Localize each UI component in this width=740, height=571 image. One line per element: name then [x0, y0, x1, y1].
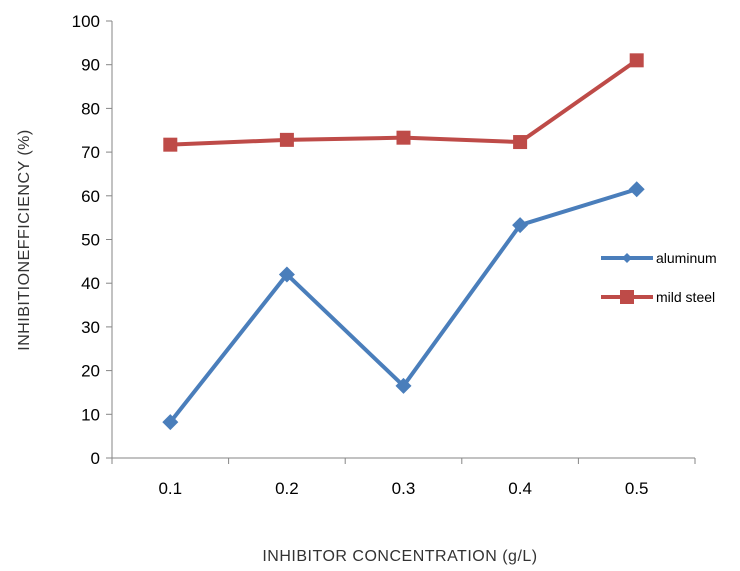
data-point-marker	[513, 135, 528, 150]
x-tick-label: 0.5	[625, 479, 649, 498]
y-tick-label: 0	[91, 449, 100, 468]
legend-label: mild steel	[656, 289, 715, 305]
y-axis-title: INHIBITIONEFFICIENCY (%)	[16, 129, 33, 351]
y-tick-label: 100	[72, 12, 100, 31]
data-point-marker	[628, 181, 645, 198]
plot-series	[162, 53, 645, 431]
data-point-marker	[279, 132, 294, 147]
legend-label: aluminum	[656, 250, 717, 266]
y-tick-label: 30	[81, 318, 100, 337]
y-tick-label: 40	[81, 274, 100, 293]
legend-swatch-marker	[622, 253, 632, 263]
x-axis-title: INHIBITOR CONCENTRATION (g/L)	[262, 548, 537, 565]
data-point-marker	[162, 414, 179, 431]
data-point-marker	[278, 266, 295, 283]
legend-swatch-marker	[620, 290, 634, 304]
y-tick-label: 70	[81, 143, 100, 162]
x-axis: 0.1 0.2 0.3 0.4 0.5	[111, 457, 696, 498]
series-mild-steel	[163, 53, 644, 152]
x-tick-label: 0.4	[508, 479, 532, 498]
legend: aluminum mild steel	[601, 250, 717, 305]
legend-item: aluminum	[601, 250, 717, 266]
data-point-marker	[512, 217, 529, 234]
y-tick-label: 90	[81, 56, 100, 75]
data-point-marker	[396, 130, 411, 145]
x-tick-label: 0.3	[392, 479, 416, 498]
y-tick-label: 50	[81, 231, 100, 250]
data-point-marker	[395, 377, 412, 394]
y-tick-label: 20	[81, 362, 100, 381]
y-tick-label: 10	[81, 405, 100, 424]
series-aluminum	[162, 181, 645, 431]
x-tick-label: 0.1	[158, 479, 182, 498]
x-tick-label: 0.2	[275, 479, 299, 498]
y-tick-label: 60	[81, 187, 100, 206]
data-point-marker	[629, 53, 644, 68]
y-tick-label: 80	[81, 99, 100, 118]
data-point-marker	[163, 137, 178, 152]
legend-item: mild steel	[601, 289, 715, 305]
y-axis: 0 10 20 30 40 50 60 70 80 90 100	[72, 12, 113, 468]
